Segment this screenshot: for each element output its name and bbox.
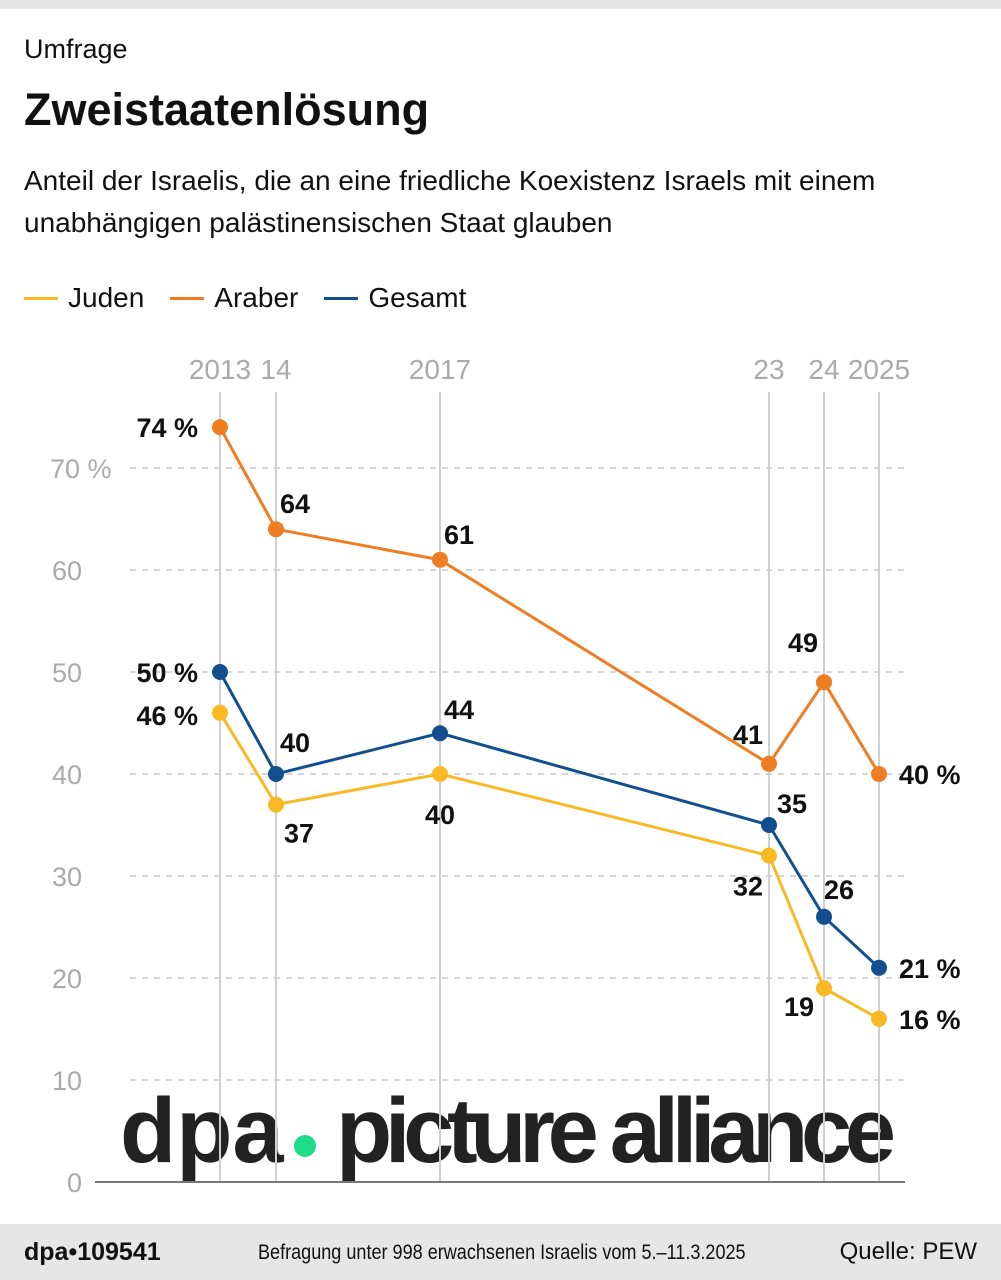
data-label: 50 %: [136, 658, 198, 688]
legend-item-araber: Araber: [170, 282, 298, 314]
y-tick-label: 60: [52, 556, 82, 586]
data-point: [761, 817, 777, 833]
legend-label: Gesamt: [368, 282, 467, 313]
data-point: [761, 755, 777, 772]
data-point: [268, 796, 284, 813]
top-bar: [0, 0, 1001, 9]
series-line-juden: [218, 712, 880, 1021]
legend: Juden Araber Gesamt: [24, 282, 466, 314]
footer: dpa•109541 Befragung unter 998 erwachsen…: [0, 1224, 1001, 1280]
y-tick-label: 30: [52, 862, 82, 892]
data-label: 49: [788, 628, 818, 658]
footnote: Befragung unter 998 erwachsenen Israelis…: [258, 1241, 746, 1264]
series-line-araber: [218, 426, 881, 775]
legend-item-juden: Juden: [24, 282, 144, 314]
data-label: 46 %: [136, 701, 198, 731]
data-label: 37: [284, 819, 314, 849]
y-tick-label: 0: [67, 1168, 82, 1198]
data-point: [432, 766, 448, 782]
y-tick-label: 20: [52, 964, 82, 994]
data-label: 35: [777, 789, 807, 819]
series-line-gesamt: [218, 671, 881, 969]
dpa-id: dpa•109541: [24, 1238, 161, 1266]
data-label: 44: [444, 695, 474, 725]
data-point: [432, 551, 448, 568]
y-tick-label: 40: [52, 760, 82, 790]
x-tick-label: 2017: [409, 354, 471, 385]
data-label: 74 %: [136, 413, 198, 443]
legend-label: Juden: [68, 282, 145, 313]
y-tick-label: 10: [52, 1066, 82, 1096]
chart-title: Zweistaatenlösung: [24, 84, 430, 135]
x-tick-label: 14: [260, 354, 291, 385]
data-label: 40 %: [899, 760, 961, 790]
line-chart: dpa picture alliance 0 10 20 30 40 50 60 70 % 2013…: [50, 354, 961, 1198]
data-point: [212, 704, 228, 721]
kicker: Umfrage: [24, 34, 128, 64]
data-label: 32: [733, 872, 763, 902]
data-point: [871, 766, 887, 782]
data-point: [761, 847, 777, 864]
chart-subtitle: Anteil der Israelis, die an eine friedli…: [24, 165, 876, 238]
data-point: [871, 959, 887, 976]
data-point: [816, 674, 832, 691]
x-tick-label: 2025: [848, 354, 910, 385]
x-tick-label: 24: [808, 354, 839, 385]
y-tick-label: 50: [52, 658, 82, 688]
data-point: [432, 725, 448, 742]
data-label: 16 %: [899, 1005, 961, 1035]
x-tick-label: 23: [753, 354, 784, 385]
data-point: [268, 766, 284, 782]
data-point: [268, 521, 284, 538]
data-label: 26: [824, 875, 854, 905]
data-point: [871, 1010, 887, 1027]
watermark-dpa: dpa: [120, 1080, 284, 1182]
data-point: [816, 908, 832, 925]
data-label: 21 %: [899, 954, 961, 984]
x-tick-label: 2013: [189, 354, 251, 385]
data-label: 64: [280, 489, 310, 519]
watermark-picture-alliance: picture alliance: [336, 1080, 896, 1182]
watermark-dot: [294, 1135, 316, 1157]
data-label: 40: [280, 728, 310, 758]
data-label: 61: [444, 520, 474, 550]
data-label: 41: [733, 720, 763, 750]
legend-label: Araber: [214, 282, 299, 313]
legend-item-gesamt: Gesamt: [324, 282, 466, 314]
data-point: [212, 664, 228, 680]
source: Quelle: PEW: [839, 1238, 977, 1265]
y-tick-label: 70 %: [50, 454, 112, 484]
data-label: 40: [425, 800, 455, 830]
data-label: 19: [784, 992, 814, 1022]
data-point: [212, 419, 228, 436]
data-point: [816, 980, 832, 997]
